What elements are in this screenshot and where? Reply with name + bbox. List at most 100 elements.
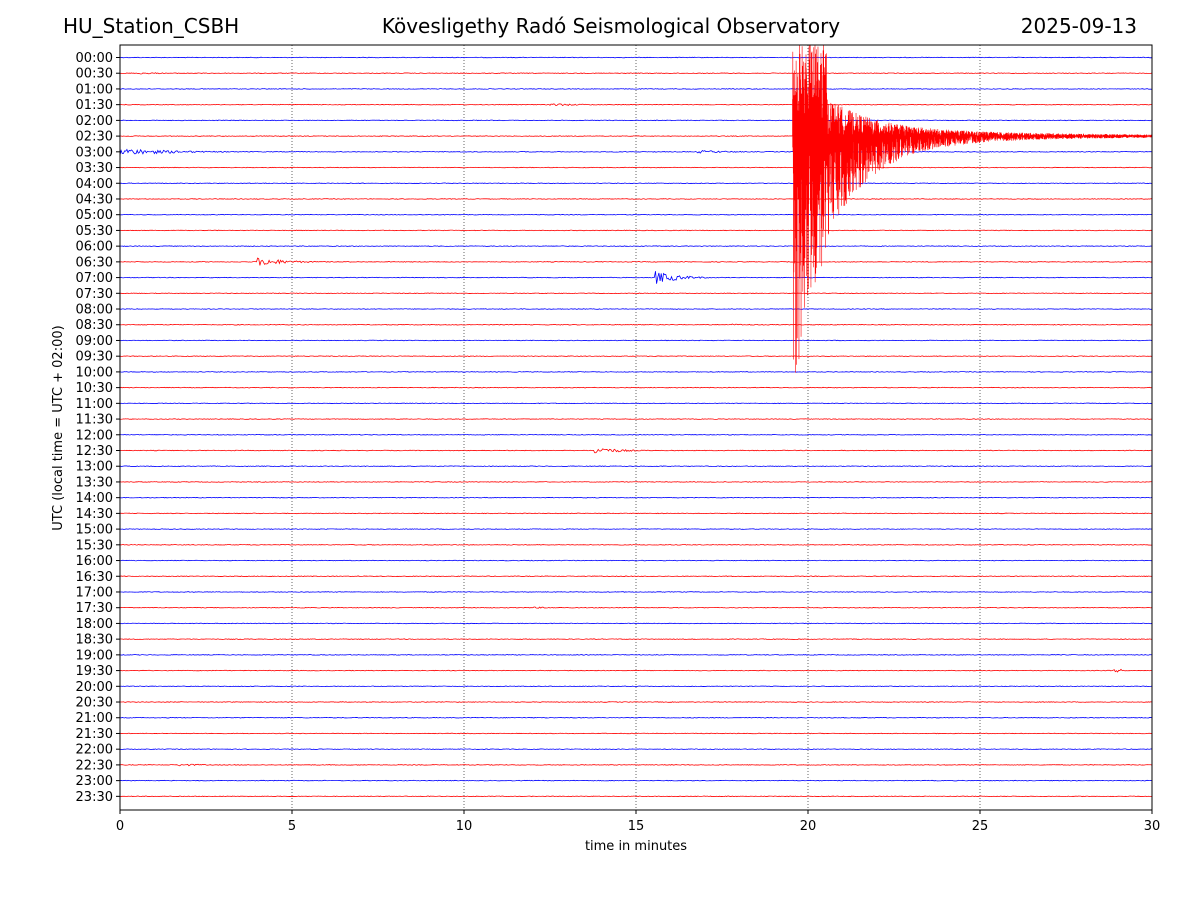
y-axis-ticks: 00:0000:3001:0001:3002:0002:3003:0003:30… [76,51,120,805]
row-label-23:00: 23:00 [76,774,113,789]
row-label-12:30: 12:30 [76,444,113,459]
trace-08:30 [120,323,1152,326]
trace-04:30 [120,198,1152,200]
row-label-18:00: 18:00 [76,617,113,632]
trace-00:30 [120,72,1152,75]
trace-11:30 [120,418,1152,420]
trace-12:30 [120,448,1152,454]
trace-16:30 [120,575,1152,578]
trace-09:30 [120,355,1152,357]
trace-17:00 [120,591,1152,593]
trace-05:30 [120,229,1152,232]
trace-01:00 [120,88,1152,90]
row-label-03:00: 03:00 [76,145,113,160]
row-label-16:30: 16:30 [76,570,113,585]
trace-15:00 [120,528,1152,530]
row-label-13:00: 13:00 [76,460,113,475]
trace-23:30 [120,795,1152,798]
row-label-00:00: 00:00 [76,51,113,66]
row-label-00:30: 00:30 [76,67,113,82]
row-label-09:30: 09:30 [76,350,113,365]
row-label-12:00: 12:00 [76,428,113,443]
trace-06:30 [120,257,1152,266]
row-label-10:00: 10:00 [76,365,113,380]
trace-06:00 [120,245,1152,247]
row-label-08:00: 08:00 [76,303,113,318]
row-label-14:30: 14:30 [76,507,113,522]
row-label-05:00: 05:00 [76,208,113,223]
row-label-20:30: 20:30 [76,696,113,711]
row-label-06:00: 06:00 [76,240,113,255]
trace-15:30 [120,544,1152,546]
x-axis-ticks: 0 5 10 15 20 25 30 [116,810,1160,834]
row-label-19:30: 19:30 [76,664,113,679]
trace-10:30 [120,386,1152,389]
trace-09:00 [120,339,1152,342]
x-tick-label-10: 10 [456,819,473,834]
row-label-01:30: 01:30 [76,98,113,113]
trace-01:30 [120,103,1152,107]
row-label-22:00: 22:00 [76,743,113,758]
trace-20:30 [120,701,1152,703]
trace-14:00 [120,496,1152,499]
row-label-09:00: 09:00 [76,334,113,349]
x-tick-label-25: 25 [972,819,989,834]
trace-05:00 [120,213,1152,216]
x-tick-label-15: 15 [628,819,645,834]
x-tick-label-0: 0 [116,819,124,834]
row-label-08:30: 08:30 [76,318,113,333]
trace-07:00 [120,271,1152,284]
trace-12:00 [120,434,1152,436]
row-label-16:00: 16:00 [76,554,113,569]
observatory-title: Kövesligethy Radó Seismological Observat… [381,14,841,38]
row-label-01:00: 01:00 [76,82,113,97]
row-label-07:00: 07:00 [76,271,113,286]
trace-18:00 [120,622,1152,625]
row-label-13:30: 13:30 [76,475,113,490]
x-axis-label: time in minutes [585,839,687,854]
trace-08:00 [120,308,1152,310]
row-label-21:30: 21:30 [76,727,113,742]
trace-19:00 [120,654,1152,656]
trace-10:00 [120,371,1152,373]
x-gridlines [291,45,981,810]
row-label-02:00: 02:00 [76,114,113,129]
station-name: HU_Station_CSBH [63,14,240,38]
row-label-21:00: 21:00 [76,711,113,726]
row-label-11:30: 11:30 [76,413,113,428]
row-label-04:00: 04:00 [76,177,113,192]
trace-11:00 [120,402,1152,405]
x-tick-label-5: 5 [288,819,296,834]
row-label-06:30: 06:30 [76,255,113,270]
row-label-22:30: 22:30 [76,758,113,773]
trace-21:30 [120,732,1152,735]
row-label-15:30: 15:30 [76,538,113,553]
trace-14:30 [120,512,1152,515]
x-tick-label-20: 20 [800,819,817,834]
trace-13:30 [120,481,1152,483]
row-label-05:30: 05:30 [76,224,113,239]
y-axis-label: UTC (local time = UTC + 02:00) [51,325,66,530]
row-label-04:30: 04:30 [76,192,113,207]
row-label-11:00: 11:00 [76,397,113,412]
trace-04:00 [120,182,1152,185]
trace-22:00 [120,748,1152,750]
row-label-02:30: 02:30 [76,130,113,145]
trace-18:30 [120,638,1152,640]
trace-07:30 [120,292,1152,295]
row-label-23:30: 23:30 [76,790,113,805]
row-label-20:00: 20:00 [76,680,113,695]
row-label-17:00: 17:00 [76,585,113,600]
trace-02:00 [120,119,1152,122]
row-label-17:30: 17:30 [76,601,113,616]
trace-03:30 [120,166,1152,169]
trace-21:00 [120,716,1152,719]
trace-20:00 [120,685,1152,688]
trace-00:00 [120,56,1152,59]
row-label-03:30: 03:30 [76,161,113,176]
trace-16:00 [120,559,1152,562]
row-label-07:30: 07:30 [76,287,113,302]
earthquake-trace-02:30 [792,45,1152,373]
row-label-15:00: 15:00 [76,523,113,538]
